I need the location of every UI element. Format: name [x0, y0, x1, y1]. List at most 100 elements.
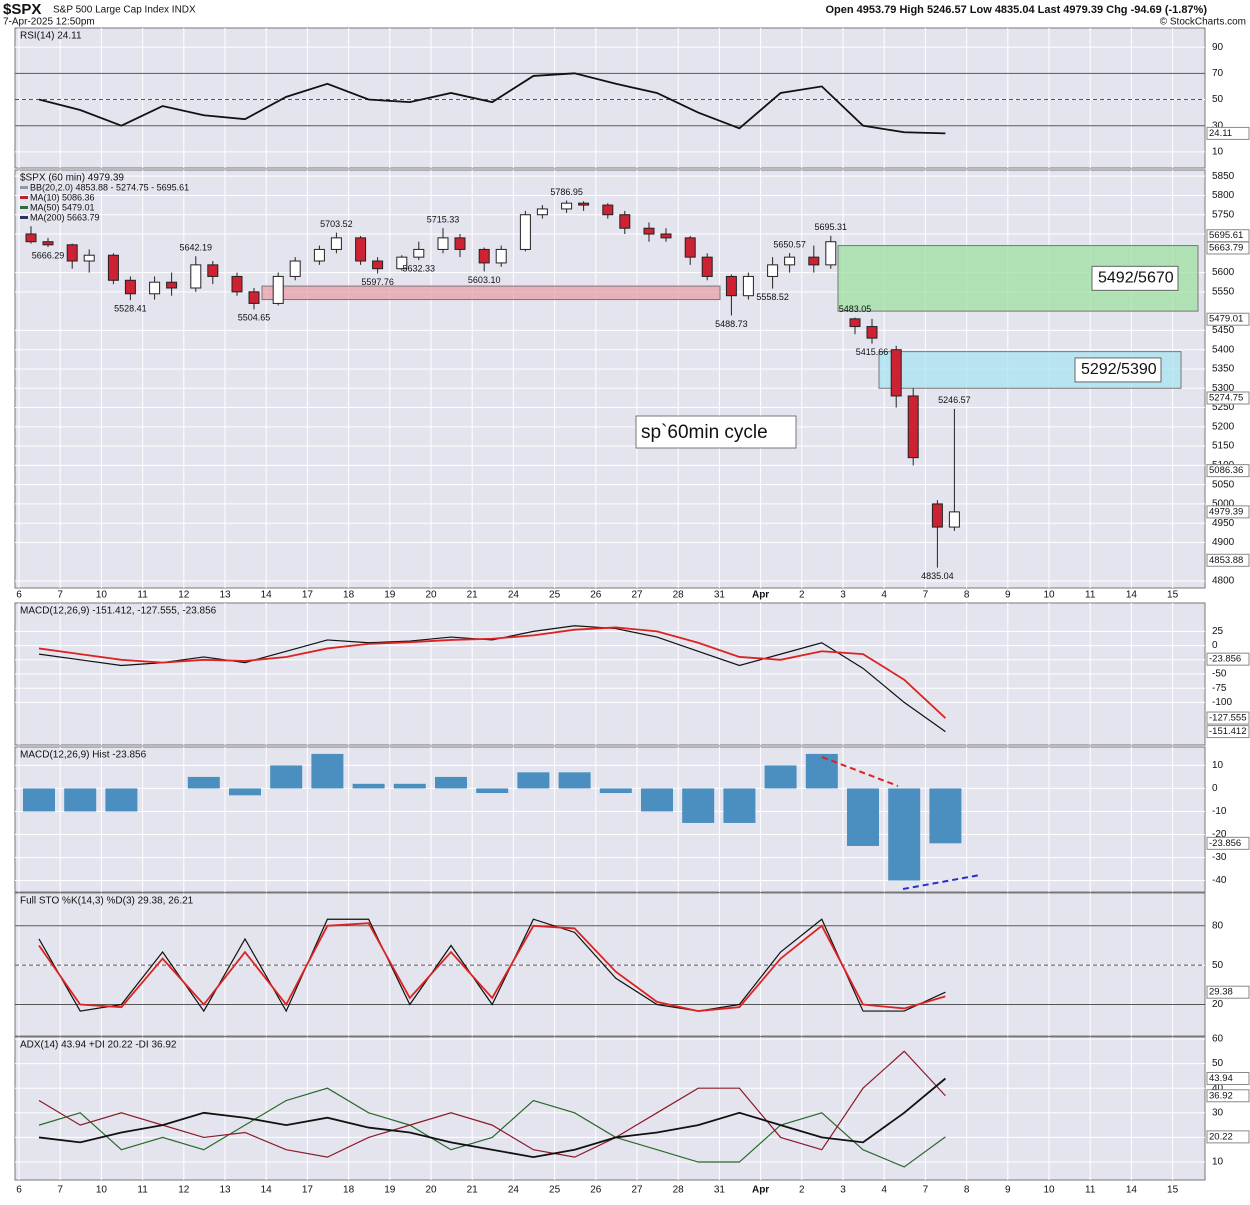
candle-body	[478, 248, 490, 264]
y-tick-label: 30	[1212, 120, 1224, 131]
y-tick-label: -50	[1212, 669, 1227, 680]
x-tick-label: 10	[96, 1185, 108, 1196]
y-tick-label: 5000	[1212, 499, 1235, 510]
symbol-name: S&P 500 Large Cap Index INDX	[53, 5, 196, 16]
candle-body	[495, 248, 507, 264]
value-flag-label: -23.856	[1209, 654, 1241, 665]
y-tick-label: -40	[1212, 875, 1227, 886]
x-tick-label: 7	[923, 590, 929, 601]
y-tick-label: 5550	[1212, 286, 1235, 297]
value-flag-label: 20.22	[1209, 1131, 1233, 1142]
candle-body	[437, 237, 449, 250]
candle-body	[808, 256, 820, 266]
value-flag-label: -23.856	[1209, 838, 1241, 849]
candle-body	[166, 281, 178, 289]
x-tick-label: 28	[673, 1185, 685, 1196]
y-tick-label: 90	[1212, 42, 1224, 53]
candle-body	[66, 244, 78, 262]
value-flag-label: 4979.39	[1209, 506, 1243, 517]
candle-body	[536, 208, 548, 216]
y-tick-label: 50	[1212, 1058, 1224, 1069]
y-tick-label: 5400	[1212, 344, 1235, 355]
histogram-bar	[805, 753, 838, 789]
legend-swatch	[20, 186, 28, 189]
candle-body	[825, 241, 837, 266]
x-tick-label: 24	[508, 590, 520, 601]
value-flag-label: 5479.01	[1209, 314, 1243, 325]
x-tick-label: 27	[631, 1185, 643, 1196]
value-flag-label: 36.92	[1209, 1090, 1233, 1101]
value-flag-label: 4853.88	[1209, 555, 1243, 566]
y-tick-label: 20	[1212, 999, 1224, 1010]
legend-label: BB(20,2.0) 4853.88 - 5274.75 - 5695.61	[30, 182, 189, 192]
x-tick-label: 25	[549, 1185, 561, 1196]
legend-label: MA(50) 5479.01	[30, 202, 95, 212]
x-tick-label: 8	[964, 1185, 970, 1196]
x-tick-label: 26	[590, 1185, 602, 1196]
credit: © StockCharts.com	[1160, 17, 1246, 28]
x-tick-label: 14	[1126, 590, 1138, 601]
x-tick-label: 3	[840, 590, 846, 601]
price-annotation: 5666.29	[32, 250, 65, 260]
x-tick-label: 11	[1085, 590, 1096, 601]
price-annotation: 5528.41	[114, 304, 147, 314]
x-tick-label: 2	[799, 590, 805, 601]
candle-body	[643, 227, 655, 235]
y-tick-label: 0	[1212, 783, 1218, 794]
x-tick-label: 11	[137, 590, 148, 601]
value-flag	[1206, 1089, 1250, 1103]
y-tick-label: 5050	[1212, 479, 1235, 490]
y-tick-label: 5800	[1212, 190, 1235, 201]
y-tick-label: -10	[1212, 806, 1227, 817]
candle-body	[272, 275, 284, 304]
histogram-bar	[888, 788, 921, 881]
candle-body	[684, 237, 696, 258]
price-annotation: 5483.05	[839, 304, 872, 314]
candle-body	[25, 233, 37, 243]
y-tick-label: 5600	[1212, 267, 1235, 278]
y-tick-label: 70	[1212, 68, 1224, 79]
x-tick-label: 18	[343, 1185, 355, 1196]
y-tick-label: 10	[1212, 1157, 1224, 1168]
legend-label: MA(10) 5086.36	[30, 192, 95, 202]
candle-body	[207, 264, 219, 277]
candle-body	[578, 202, 590, 206]
panel-title: MACD(12,26,9) -151.412, -127.555, -23.85…	[20, 606, 217, 617]
histogram-bar	[558, 772, 591, 789]
x-tick-label: 13	[219, 1185, 231, 1196]
y-tick-label: -20	[1212, 829, 1227, 840]
value-flag	[1206, 312, 1250, 326]
series-line	[38, 1050, 946, 1158]
value-flag	[1206, 1130, 1250, 1144]
x-tick-label: 4	[881, 590, 887, 601]
x-tick-label: 15	[1167, 590, 1179, 601]
x-tick-label: 13	[219, 590, 231, 601]
candle-body	[907, 395, 919, 459]
y-tick-label: 25	[1212, 626, 1224, 637]
x-tick-label: Apr	[752, 590, 769, 601]
x-tick-label: 27	[631, 590, 643, 601]
histogram-bar	[517, 772, 550, 789]
x-tick-label: 15	[1167, 1185, 1179, 1196]
candle-body	[931, 503, 943, 528]
series-line	[38, 72, 946, 135]
legend-swatch	[20, 206, 28, 209]
y-tick-label: 5200	[1212, 421, 1235, 432]
histogram-bar	[599, 788, 632, 794]
candle-body	[866, 326, 878, 339]
histogram-bar	[352, 783, 385, 789]
candle-body	[289, 260, 301, 277]
candle-body	[330, 237, 342, 250]
panel-title: RSI(14) 24.11	[20, 31, 82, 42]
y-tick-label: 5850	[1212, 171, 1235, 182]
note-box	[635, 415, 797, 449]
value-flag	[1206, 652, 1250, 666]
histogram-bar	[435, 776, 467, 789]
y-tick-label: 50	[1212, 960, 1224, 971]
histogram-bar	[929, 788, 962, 844]
y-tick-label: -75	[1212, 683, 1227, 694]
price-annotation: 5597.76	[361, 277, 394, 287]
note: sp`60min cycle	[641, 422, 768, 443]
